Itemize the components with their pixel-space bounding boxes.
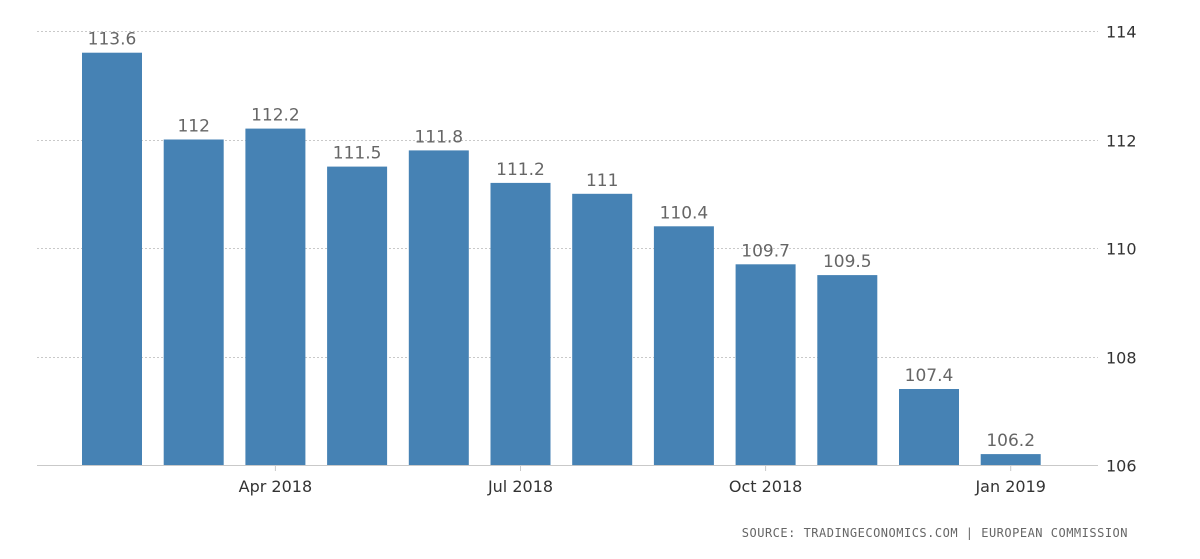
bar xyxy=(490,182,551,465)
data-labels: 113.6 112 112.2 111.5 111.8 111.2 111 110.4 109.… xyxy=(88,30,1035,451)
bar xyxy=(817,275,878,465)
x-tick-label: Jul 2018 xyxy=(487,477,553,496)
y-tick-label: 110 xyxy=(1106,240,1137,259)
data-label: 112 xyxy=(177,117,209,137)
bar xyxy=(899,389,959,465)
data-label: 107.4 xyxy=(905,366,954,386)
y-tick-label: 108 xyxy=(1106,349,1137,368)
data-label: 111 xyxy=(586,171,618,191)
data-label: 109.5 xyxy=(823,252,872,272)
data-label: 110.4 xyxy=(660,203,709,223)
data-label: 109.7 xyxy=(741,241,790,261)
bar xyxy=(327,166,388,465)
bar xyxy=(408,150,469,465)
data-label: 106.2 xyxy=(986,431,1035,451)
bars xyxy=(82,52,1041,466)
bar xyxy=(82,52,142,465)
y-tick-label: 114 xyxy=(1106,23,1137,42)
x-tick-label: Oct 2018 xyxy=(729,477,802,496)
data-label: 111.2 xyxy=(496,160,545,180)
source-attribution: SOURCE: TRADINGECONOMICS.COM | EUROPEAN … xyxy=(741,526,1128,540)
bar xyxy=(980,454,1041,465)
x-tick-label: Apr 2018 xyxy=(239,477,312,496)
x-tick-label: Jan 2019 xyxy=(974,477,1045,496)
y-tick-label: 112 xyxy=(1106,132,1137,151)
y-axis: 106 108 110 112 114 xyxy=(1106,23,1137,476)
bar xyxy=(653,226,714,465)
y-tick-label: 106 xyxy=(1106,457,1137,476)
bar xyxy=(245,128,306,465)
data-label: 111.8 xyxy=(414,127,463,147)
bar-chart: 113.6 112 112.2 111.5 111.8 111.2 111 110.4 109.… xyxy=(37,23,1137,496)
data-label: 113.6 xyxy=(88,30,137,50)
bar xyxy=(572,193,633,466)
bar xyxy=(735,264,796,465)
data-label: 112.2 xyxy=(251,106,300,126)
x-axis: Apr 2018 Jul 2018 Oct 2018 Jan 2019 xyxy=(239,465,1046,496)
data-label: 111.5 xyxy=(333,144,382,164)
bar xyxy=(163,139,224,465)
